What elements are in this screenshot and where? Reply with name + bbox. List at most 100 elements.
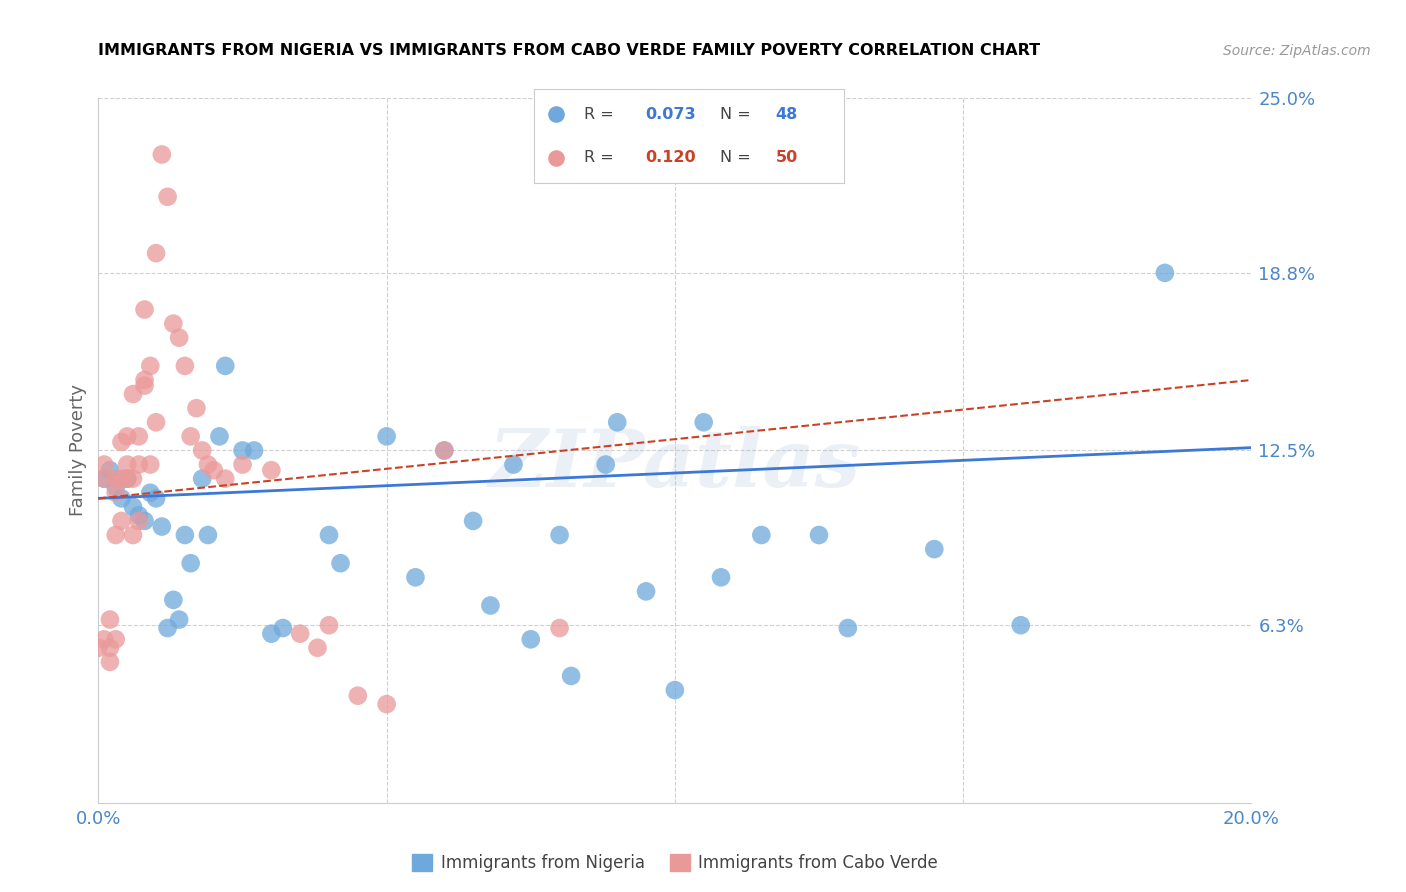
Point <box>231 458 254 472</box>
Text: R =: R = <box>583 107 619 122</box>
Point <box>156 621 179 635</box>
Point <box>318 618 340 632</box>
Point <box>307 640 329 655</box>
Point <box>346 689 368 703</box>
Point <box>595 458 617 472</box>
Point <box>710 570 733 584</box>
Y-axis label: Family Poverty: Family Poverty <box>69 384 87 516</box>
Point <box>375 429 398 443</box>
Point <box>260 626 283 640</box>
Text: 48: 48 <box>776 107 797 122</box>
Point <box>128 429 150 443</box>
Point <box>134 302 156 317</box>
Point <box>214 359 236 373</box>
Point <box>122 500 145 514</box>
Point <box>1153 266 1175 280</box>
Point <box>180 556 202 570</box>
Point <box>134 373 156 387</box>
Point <box>197 528 219 542</box>
Point <box>117 472 139 486</box>
Point <box>636 584 658 599</box>
Point <box>98 655 121 669</box>
Point <box>548 621 571 635</box>
Point <box>502 458 524 472</box>
Point <box>162 592 184 607</box>
Point <box>139 458 162 472</box>
Point <box>156 190 179 204</box>
Text: 50: 50 <box>776 150 797 165</box>
Point <box>329 556 352 570</box>
Point <box>139 359 162 373</box>
Point <box>110 472 132 486</box>
Point <box>260 463 283 477</box>
Point <box>104 485 127 500</box>
Point <box>174 359 197 373</box>
Point <box>208 429 231 443</box>
Point <box>174 528 197 542</box>
Point <box>167 613 190 627</box>
Point <box>606 415 628 429</box>
Point <box>104 632 127 647</box>
Point <box>191 472 214 486</box>
Point <box>162 317 184 331</box>
Point <box>128 514 150 528</box>
Point <box>197 458 219 472</box>
Point <box>405 570 427 584</box>
Point <box>243 443 266 458</box>
Point <box>104 480 127 494</box>
Point <box>202 463 225 477</box>
Point <box>214 472 236 486</box>
Point <box>110 491 132 506</box>
Point <box>93 472 115 486</box>
Point <box>150 519 173 533</box>
Text: 0.073: 0.073 <box>645 107 696 122</box>
Point <box>128 458 150 472</box>
Point <box>807 528 830 542</box>
Point <box>122 528 145 542</box>
Point <box>479 599 502 613</box>
Point <box>134 514 156 528</box>
Legend: Immigrants from Nigeria, Immigrants from Cabo Verde: Immigrants from Nigeria, Immigrants from… <box>405 847 945 879</box>
Point <box>318 528 340 542</box>
Text: IMMIGRANTS FROM NIGERIA VS IMMIGRANTS FROM CABO VERDE FAMILY POVERTY CORRELATION: IMMIGRANTS FROM NIGERIA VS IMMIGRANTS FR… <box>98 43 1040 58</box>
Point <box>117 429 139 443</box>
Text: R =: R = <box>583 150 619 165</box>
Point <box>664 683 686 698</box>
Point <box>461 514 484 528</box>
Point <box>544 107 567 121</box>
Point <box>117 458 139 472</box>
Point <box>693 415 716 429</box>
Point <box>290 626 312 640</box>
Point <box>93 632 115 647</box>
Text: N =: N = <box>720 150 756 165</box>
Point <box>98 463 121 477</box>
Text: N =: N = <box>720 107 756 122</box>
Point <box>117 472 139 486</box>
Point <box>93 472 115 486</box>
Point <box>1010 618 1032 632</box>
Point <box>544 151 567 165</box>
Point <box>98 613 121 627</box>
Point <box>122 387 145 401</box>
Point <box>922 542 945 557</box>
Point <box>145 415 167 429</box>
Point <box>167 331 190 345</box>
Text: 0.120: 0.120 <box>645 150 696 165</box>
Point <box>139 485 162 500</box>
Point <box>231 443 254 458</box>
Point <box>191 443 214 458</box>
Point <box>150 147 173 161</box>
Point <box>180 429 202 443</box>
Text: Source: ZipAtlas.com: Source: ZipAtlas.com <box>1223 44 1371 58</box>
Point <box>433 443 456 458</box>
Point <box>271 621 294 635</box>
Point <box>122 472 145 486</box>
Point <box>93 458 115 472</box>
Point <box>837 621 859 635</box>
Point <box>145 491 167 506</box>
Point <box>733 142 755 156</box>
Point <box>110 514 132 528</box>
Point <box>104 528 127 542</box>
Point <box>104 472 127 486</box>
Point <box>520 632 543 647</box>
